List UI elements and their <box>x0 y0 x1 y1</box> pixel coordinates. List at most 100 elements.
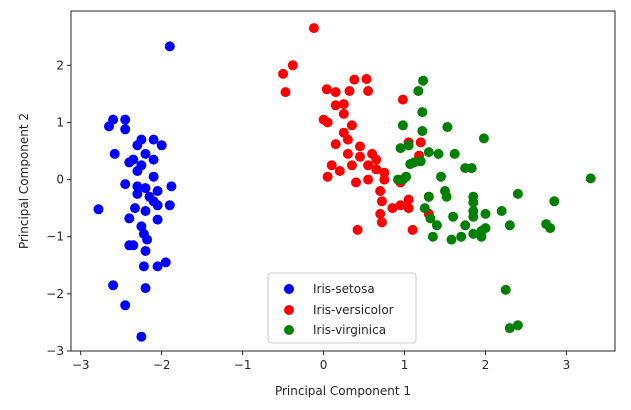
point-iris-versicolor-3 <box>280 87 291 98</box>
point-iris-virginica-10 <box>433 148 444 159</box>
point-iris-versicolor-42 <box>376 217 387 228</box>
point-iris-versicolor-31 <box>379 174 390 185</box>
point-iris-versicolor-44 <box>352 224 363 235</box>
y-tick-label: −1 <box>46 230 64 244</box>
point-iris-versicolor-17 <box>330 139 341 150</box>
x-tick-label: 0 <box>320 358 328 372</box>
point-iris-versicolor-38 <box>403 203 414 214</box>
point-iris-versicolor-50 <box>363 86 374 96</box>
point-iris-virginica-27 <box>549 196 560 207</box>
point-iris-versicolor-0 <box>308 23 319 34</box>
point-iris-versicolor-22 <box>371 154 382 165</box>
point-iris-versicolor-41 <box>375 208 386 219</box>
point-iris-setosa-39 <box>152 261 163 272</box>
point-iris-versicolor-2 <box>278 68 289 79</box>
point-iris-setosa-35 <box>128 240 139 251</box>
legend-label-versicolor: Iris-versicolor <box>313 303 394 317</box>
point-iris-setosa-16 <box>120 179 131 190</box>
y-tick-label: 2 <box>56 58 64 72</box>
point-iris-virginica-30 <box>448 211 459 222</box>
legend-label-setosa: Iris-setosa <box>313 282 375 296</box>
point-iris-setosa-43 <box>136 331 147 342</box>
x-tick-label: 2 <box>482 358 490 372</box>
point-iris-versicolor-11 <box>338 108 349 119</box>
point-iris-setosa-9 <box>140 148 151 159</box>
point-iris-setosa-17 <box>132 181 143 192</box>
point-iris-versicolor-46 <box>397 94 408 105</box>
point-iris-setosa-5 <box>148 134 159 145</box>
point-iris-virginica-40 <box>468 228 479 239</box>
point-iris-virginica-37 <box>431 220 442 231</box>
point-iris-setosa-42 <box>120 300 131 311</box>
point-iris-setosa-11 <box>148 154 159 165</box>
point-iris-virginica-26 <box>512 188 523 199</box>
point-iris-virginica-6 <box>478 133 489 144</box>
point-iris-versicolor-1 <box>287 60 298 71</box>
y-tick-label: 0 <box>56 173 64 187</box>
y-axis-ticks: −3 −2 −1 0 1 2 <box>46 58 71 358</box>
point-iris-virginica-3 <box>397 120 408 131</box>
point-iris-virginica-19 <box>401 171 412 182</box>
point-iris-versicolor-28 <box>379 167 390 178</box>
y-tick-label: 1 <box>56 115 64 129</box>
point-iris-setosa-24 <box>130 203 140 214</box>
point-iris-versicolor-5 <box>361 74 372 84</box>
point-iris-virginica-34 <box>496 206 507 216</box>
legend-marker-virginica <box>284 325 294 335</box>
x-axis-label: Principal Component 1 <box>275 384 411 398</box>
point-iris-setosa-37 <box>160 257 171 268</box>
x-axis-ticks: −3 −2 −1 0 1 2 3 <box>72 351 570 372</box>
point-iris-versicolor-25 <box>326 160 337 171</box>
point-iris-versicolor-16 <box>342 134 353 145</box>
point-iris-setosa-21 <box>132 188 143 199</box>
point-iris-versicolor-4 <box>349 74 360 85</box>
legend-marker-versicolor <box>284 305 294 315</box>
point-iris-setosa-29 <box>93 204 104 215</box>
point-iris-virginica-46 <box>476 231 487 242</box>
point-iris-versicolor-14 <box>346 120 357 131</box>
point-iris-setosa-30 <box>152 214 163 225</box>
point-iris-setosa-6 <box>156 140 167 151</box>
point-iris-setosa-2 <box>120 114 131 125</box>
point-iris-virginica-23 <box>441 191 452 202</box>
point-iris-versicolor-48 <box>415 137 426 148</box>
point-iris-versicolor-20 <box>355 151 365 162</box>
point-iris-virginica-14 <box>405 159 416 170</box>
point-iris-versicolor-6 <box>321 84 332 95</box>
point-iris-virginica-48 <box>500 284 511 295</box>
point-iris-versicolor-37 <box>395 200 406 211</box>
x-tick-label: 1 <box>401 358 409 372</box>
point-iris-setosa-0 <box>164 41 175 52</box>
point-iris-virginica-2 <box>417 107 428 118</box>
point-iris-virginica-9 <box>423 147 434 158</box>
legend-marker-setosa <box>284 284 294 294</box>
point-iris-setosa-15 <box>148 171 159 182</box>
point-iris-virginica-5 <box>442 122 453 132</box>
point-iris-setosa-40 <box>108 280 119 291</box>
y-tick-label: −2 <box>46 287 64 301</box>
point-iris-setosa-27 <box>140 206 151 216</box>
point-iris-setosa-25 <box>152 200 163 211</box>
point-iris-setosa-38 <box>138 261 149 272</box>
point-iris-setosa-14 <box>132 166 143 176</box>
point-iris-versicolor-8 <box>344 86 355 96</box>
point-iris-virginica-8 <box>395 143 406 154</box>
plot-frame <box>70 10 616 352</box>
point-iris-virginica-44 <box>427 231 438 242</box>
data-points-layer <box>93 23 596 342</box>
x-tick-label: −2 <box>153 358 171 372</box>
point-iris-virginica-7 <box>403 140 414 151</box>
point-iris-setosa-18 <box>140 183 151 194</box>
point-iris-virginica-45 <box>456 231 467 242</box>
point-iris-virginica-50 <box>512 320 523 331</box>
point-iris-virginica-0 <box>418 75 429 86</box>
point-iris-virginica-39 <box>480 223 491 234</box>
point-iris-setosa-20 <box>152 186 163 196</box>
x-tick-label: 3 <box>563 358 571 372</box>
point-iris-versicolor-33 <box>375 186 386 196</box>
point-iris-setosa-44 <box>108 114 119 125</box>
x-tick-label: −1 <box>234 358 252 372</box>
point-iris-setosa-28 <box>124 213 135 224</box>
point-iris-setosa-7 <box>132 140 143 151</box>
